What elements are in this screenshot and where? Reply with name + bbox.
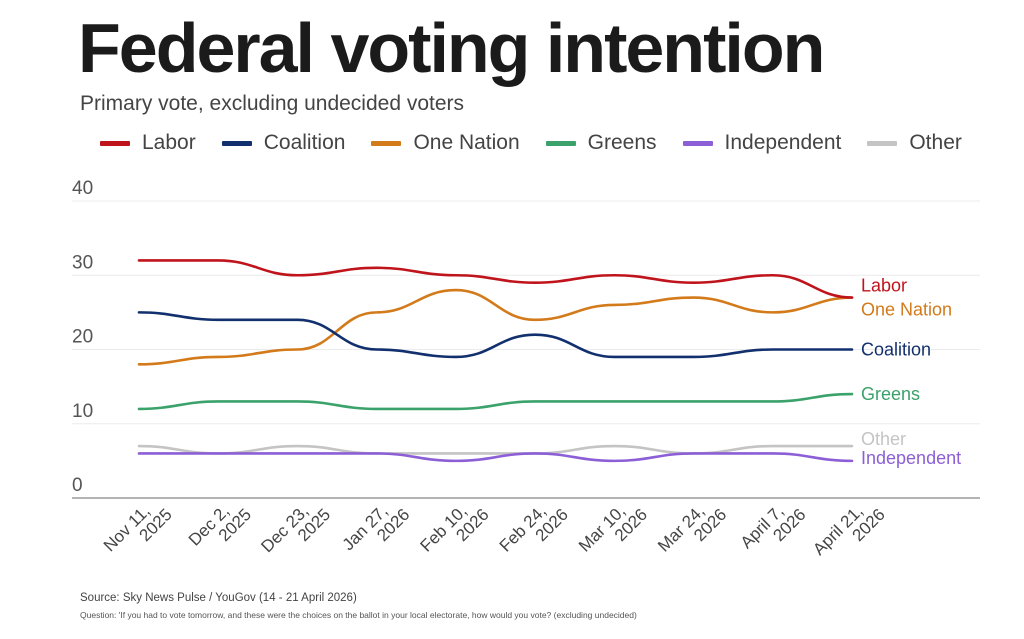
- legend-label: One Nation: [413, 131, 520, 154]
- legend-label: Greens: [587, 131, 657, 154]
- x-tick-label: Feb 10,2026: [417, 501, 493, 555]
- chart-subtitle: Primary vote, excluding undecided voters: [80, 92, 465, 115]
- legend-item-coalition: Coalition: [221, 131, 346, 155]
- series-line-one-nation: [137, 288, 854, 366]
- legend-item-independent: Independent: [682, 131, 842, 155]
- x-tick-label: April 21,2026: [809, 501, 888, 559]
- series-line-coalition: [137, 311, 854, 359]
- x-tick-label: Dec 2,2025: [185, 501, 255, 549]
- y-tick-label: 10: [72, 401, 93, 422]
- chart-title: Federal voting intention: [78, 9, 825, 87]
- legend-item-labor: Labor: [100, 131, 196, 155]
- legend-swatch: [682, 140, 713, 146]
- end-label-labor: Labor: [861, 276, 907, 296]
- x-tick-label: Nov 11,2025: [100, 501, 176, 555]
- legend-label: Independent: [724, 131, 842, 154]
- x-tick-label: April 7,2026: [737, 501, 810, 552]
- end-label-other: Other: [861, 429, 906, 449]
- series-line-greens: [137, 392, 854, 411]
- series-line-labor: [137, 259, 854, 299]
- y-tick-label: 20: [72, 327, 93, 348]
- series-line-independent: [137, 452, 854, 463]
- legend-swatch: [867, 140, 898, 146]
- legend-item-greens: Greens: [545, 131, 657, 155]
- end-label-one-nation: One Nation: [861, 300, 952, 320]
- x-tick-label: Dec 23,2025: [257, 501, 334, 556]
- x-tick-label: Jan 27,2026: [339, 501, 414, 554]
- x-tick-label: Mar 10,2026: [575, 501, 651, 555]
- legend-item-one-nation: One Nation: [371, 131, 520, 155]
- y-tick-label: 0: [72, 475, 83, 496]
- legend: Labor Coalition One Nation Greens Independen…: [100, 131, 988, 155]
- x-tick-label: Mar 24,2026: [654, 501, 730, 555]
- legend-swatch: [371, 140, 402, 146]
- series-line-other: [137, 444, 854, 455]
- legend-swatch: [545, 140, 576, 146]
- y-tick-label: 30: [72, 252, 93, 273]
- x-tick-label: Feb 24,2026: [496, 501, 572, 555]
- legend-item-other: Other: [867, 131, 962, 155]
- end-label-coalition: Coalition: [861, 340, 931, 360]
- y-tick-label: 40: [72, 178, 93, 199]
- legend-label: Other: [909, 131, 962, 154]
- source-note: Source: Sky News Pulse / YouGov (14 - 21…: [80, 592, 357, 604]
- legend-swatch: [100, 140, 130, 146]
- question-note: Question: 'If you had to vote tomorrow, …: [80, 610, 637, 620]
- legend-label: Labor: [142, 131, 196, 154]
- end-label-greens: Greens: [861, 384, 920, 404]
- legend-label: Coalition: [263, 131, 346, 154]
- legend-swatch: [221, 140, 252, 146]
- end-label-independent: Independent: [861, 448, 961, 468]
